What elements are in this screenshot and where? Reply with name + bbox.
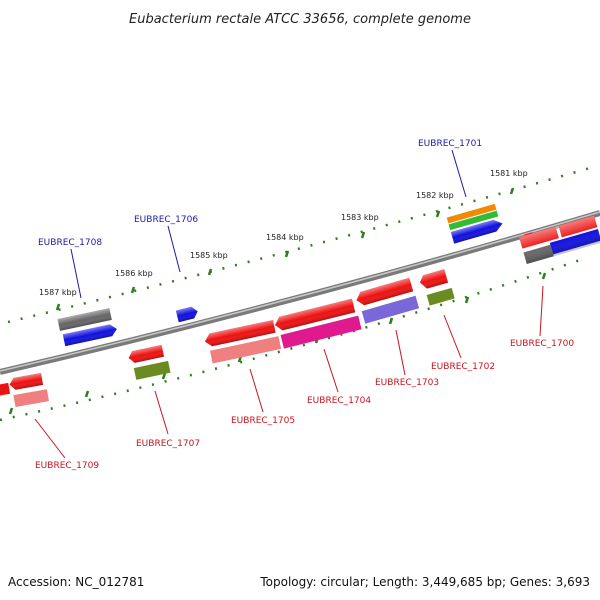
scale-tick: [130, 286, 136, 294]
feature-shade: [62, 324, 117, 347]
gene-labels-top: EUBREC_1701 EUBREC_1706 EUBREC_1708: [38, 139, 482, 248]
feature-salmon: [209, 336, 282, 364]
scale-major-ticks: [8, 187, 547, 415]
leader-line: [167, 225, 181, 273]
leader-line: [323, 348, 339, 393]
gene-1709[interactable]: [0, 373, 49, 410]
feature-lavender: [361, 295, 420, 324]
feature-magenta: [280, 315, 362, 349]
forward-strand-features: [57, 203, 600, 347]
feature-green: [448, 210, 499, 231]
gene-1703[interactable]: [355, 277, 420, 325]
topology-summary: Topology: circular; Length: 3,449,685 bp…: [259, 575, 590, 589]
feature-olive: [133, 360, 171, 380]
feature-shade: [57, 308, 112, 331]
gene-label-1702[interactable]: EUBREC_1702: [431, 362, 495, 372]
feature-shade: [9, 373, 44, 390]
gene-labels-bottom: EUBREC_1700 EUBREC_1702 EUBREC_1703 EUBR…: [35, 339, 574, 471]
scale-labels: 1581 kbp 1582 kbp 1583 kbp 1584 kbp 1585…: [39, 169, 528, 297]
gene-1704[interactable]: [273, 298, 362, 349]
feature-shade: [356, 277, 414, 306]
feature-salmon: [13, 389, 49, 407]
gene-1705[interactable]: [203, 319, 282, 365]
gene-1706[interactable]: [175, 306, 199, 323]
feature-shade: [175, 306, 198, 323]
kbp-label: 1581 kbp: [490, 169, 528, 178]
leader-line: [70, 248, 82, 299]
scale-dots-upper: [7, 166, 591, 324]
reverse-strand-features: [0, 269, 455, 410]
leader-line: [539, 285, 544, 337]
gene-label-1701[interactable]: EUBREC_1701: [418, 139, 482, 149]
leader-line: [34, 418, 66, 459]
gene-label-1706[interactable]: EUBREC_1706: [134, 215, 198, 225]
leader-line: [395, 329, 406, 376]
leader-lines-bottom: [34, 285, 544, 459]
scale-tick: [388, 317, 394, 325]
gene-1702[interactable]: [418, 269, 455, 307]
kbp-label: 1586 kbp: [115, 269, 153, 278]
scale-tick: [84, 390, 90, 398]
scale-tick: [541, 272, 547, 280]
kbp-label: 1583 kbp: [341, 213, 379, 222]
gene-1707[interactable]: [127, 344, 171, 380]
feature-shade: [204, 319, 276, 347]
leader-line: [451, 149, 467, 198]
scale-tick: [435, 210, 441, 218]
feature-group-1700-top: [519, 215, 600, 265]
leader-line: [249, 368, 264, 413]
scale-tick: [509, 187, 515, 195]
kbp-label: 1585 kbp: [190, 251, 228, 260]
scale-track-upper: [7, 166, 591, 324]
feature-shade: [419, 269, 449, 289]
gene-arrow-red[interactable]: [0, 382, 11, 396]
gene-label-1707[interactable]: EUBREC_1707: [136, 439, 200, 449]
kbp-label: 1587 kbp: [39, 288, 77, 297]
accession-text: Accession: NC_012781: [8, 575, 144, 589]
gene-label-1708[interactable]: EUBREC_1708: [38, 238, 102, 248]
gene-label-1709[interactable]: EUBREC_1709: [35, 461, 99, 471]
genome-backbone-highlight: [0, 211, 600, 372]
feature-shade: [128, 344, 165, 363]
scale-tick: [464, 296, 470, 304]
feature-shade: [519, 215, 600, 265]
scale-tick: [8, 407, 14, 415]
scale-tick: [55, 303, 61, 311]
gene-label-1703[interactable]: EUBREC_1703: [375, 378, 439, 388]
feature-shade: [275, 298, 356, 331]
leader-lines-top: [70, 149, 467, 299]
kbp-label: 1584 kbp: [266, 233, 304, 242]
leader-line: [443, 314, 462, 359]
gene-label-1705[interactable]: EUBREC_1705: [231, 416, 295, 426]
scale-tick: [161, 372, 167, 380]
gene-label-1704[interactable]: EUBREC_1704: [307, 396, 371, 406]
feature-shade: [450, 219, 503, 244]
gene-1708[interactable]: [57, 308, 118, 347]
genome-backbone: [0, 210, 600, 375]
kbp-label: 1582 kbp: [416, 191, 454, 200]
leader-line: [154, 390, 169, 435]
feature-olive: [426, 287, 455, 306]
feature-orange: [446, 203, 497, 224]
scale-tick: [284, 250, 290, 258]
scale-tick: [360, 231, 366, 239]
map-title: Eubacterium rectale ATCC 33656, complete…: [129, 12, 471, 27]
feature-group-1701: [446, 203, 503, 244]
scale-tick: [207, 268, 213, 276]
gene-label-1700[interactable]: EUBREC_1700: [510, 339, 574, 349]
